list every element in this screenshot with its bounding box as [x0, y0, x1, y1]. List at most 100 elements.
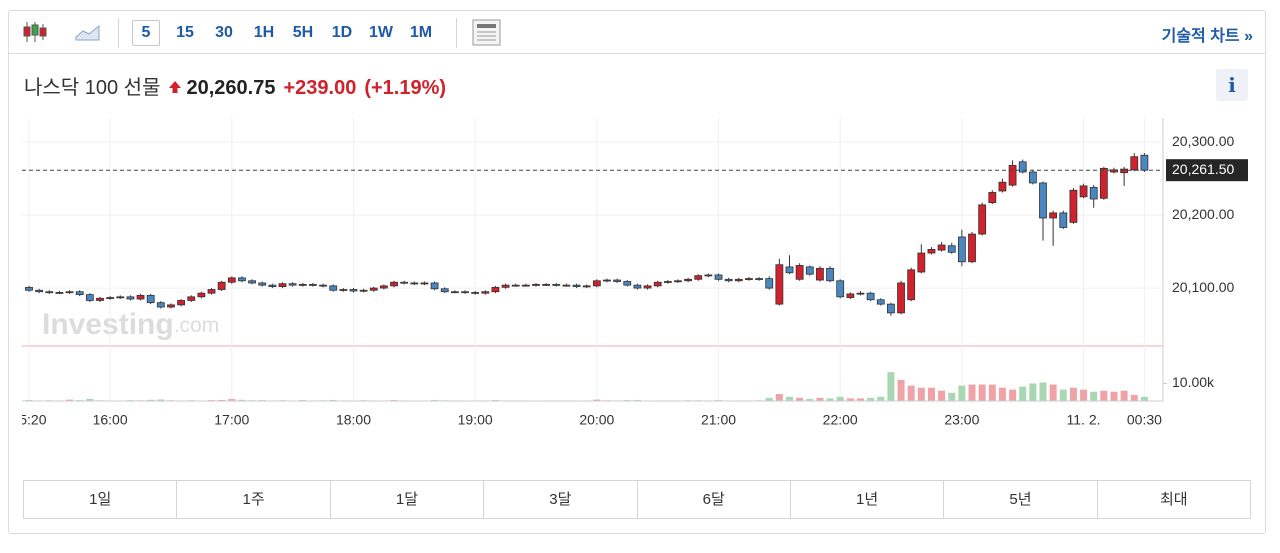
volume-bar [633, 399, 641, 401]
volume-bar [1019, 386, 1027, 401]
volume-bar [826, 398, 834, 401]
volume-bar [86, 398, 94, 401]
candle-body [532, 284, 540, 286]
candle-body [278, 283, 287, 288]
candle-body [968, 233, 976, 263]
candle-body [1069, 189, 1078, 223]
candle-body [1110, 169, 1118, 173]
interval[interactable]: 5H [292, 24, 314, 41]
candle-body [592, 280, 601, 287]
volume-bar [218, 399, 226, 401]
candle-body [613, 279, 622, 282]
interval[interactable]: 1D [331, 24, 353, 41]
candle-body [319, 284, 327, 287]
candle-body [167, 304, 175, 308]
volume-bar [1039, 382, 1047, 401]
range-button[interactable]: 3달 [484, 481, 638, 518]
candle-body [1039, 182, 1047, 219]
candle-body [1079, 185, 1088, 198]
x-tick-label: 21:00 [701, 412, 736, 428]
candle-body [45, 291, 54, 294]
x-tick-label: 23:00 [944, 412, 979, 428]
range-button[interactable]: 1주 [177, 481, 331, 518]
volume-bar [147, 399, 155, 401]
info-button[interactable]: i [1216, 69, 1248, 101]
candle-body [724, 278, 733, 282]
y-tick-label: 20,300.00 [1172, 133, 1234, 149]
volume-bar [157, 399, 165, 401]
candle-body [998, 181, 1007, 192]
candle-body [268, 284, 277, 288]
candle-body [643, 285, 652, 289]
range-button[interactable]: 1달 [331, 481, 485, 518]
candle-body [887, 303, 895, 314]
candle-body [572, 284, 581, 288]
x-tick-label: 17:00 [214, 412, 249, 428]
x-tick-label: 00:30 [1127, 412, 1162, 428]
candle-body [1059, 212, 1068, 228]
candle-body [491, 286, 500, 293]
separator [118, 18, 119, 48]
volume-bar [1069, 387, 1077, 401]
candle-body [947, 245, 956, 253]
volume-bar [1120, 390, 1128, 401]
volume-bar [948, 392, 956, 401]
candle-body [298, 284, 307, 286]
candle-body [633, 284, 642, 289]
candle-body [937, 244, 946, 251]
volume-bar [1080, 389, 1088, 401]
range-button[interactable]: 5년 [944, 481, 1098, 518]
interval[interactable]: 1W [369, 24, 393, 41]
candle-icon[interactable] [21, 20, 49, 44]
candle-body [582, 285, 591, 288]
y-tick-label: 20,100.00 [1172, 279, 1234, 295]
volume-bar [1140, 396, 1148, 401]
candle-body [978, 204, 987, 235]
last-price-label: 20,261.50 [1172, 161, 1234, 177]
x-tick-label: 22:00 [823, 412, 858, 428]
candle-body [400, 281, 409, 284]
volume-bar [938, 390, 946, 401]
candle-body [156, 302, 165, 308]
table-icon[interactable] [472, 19, 502, 47]
candle-body [116, 296, 125, 299]
range-button[interactable]: 1일 [24, 481, 178, 518]
interval[interactable]: 1M [409, 24, 433, 41]
interval[interactable]: 5 [132, 20, 160, 46]
range-button[interactable]: 6달 [638, 481, 791, 518]
interval[interactable]: 15 [176, 24, 194, 41]
volume-bar [431, 399, 439, 401]
volume-bar [1049, 384, 1057, 401]
candle-body [217, 281, 226, 290]
range-button[interactable]: 최대 [1160, 491, 1188, 508]
candle-body [55, 292, 64, 294]
candle-body [562, 284, 571, 287]
candle-body [1028, 171, 1037, 184]
line-icon[interactable] [75, 23, 101, 41]
technical-chart-link[interactable]: 기술적 차트 » [1161, 28, 1253, 45]
candle-body [136, 294, 145, 300]
candle-body [663, 281, 672, 283]
range-button[interactable]: 1년 [791, 481, 945, 518]
x-tick-label: 16:00 [93, 412, 128, 428]
candle-body [450, 291, 459, 294]
candle-body [623, 281, 632, 286]
interval[interactable]: 1H [253, 24, 275, 41]
interval[interactable]: 30 [215, 24, 233, 41]
candle-body [420, 282, 429, 285]
candle-body [653, 281, 662, 287]
watermark: Investing.com [42, 308, 219, 341]
candle-body [258, 282, 267, 286]
candle-body [85, 294, 94, 301]
x-tick-label: 15:20 [11, 412, 46, 428]
candle-body [1140, 154, 1149, 171]
volume-bar [1130, 394, 1138, 401]
volume-bar [1090, 391, 1098, 401]
candle-body [988, 192, 997, 204]
candle-body [1120, 168, 1129, 174]
chart: Investing.com 20,100.00 20,200.00 20,300.0… [11, 118, 1248, 428]
candle-body [785, 266, 794, 274]
candle-body [552, 284, 561, 286]
candle-body [917, 252, 926, 273]
candle-body [927, 248, 936, 254]
